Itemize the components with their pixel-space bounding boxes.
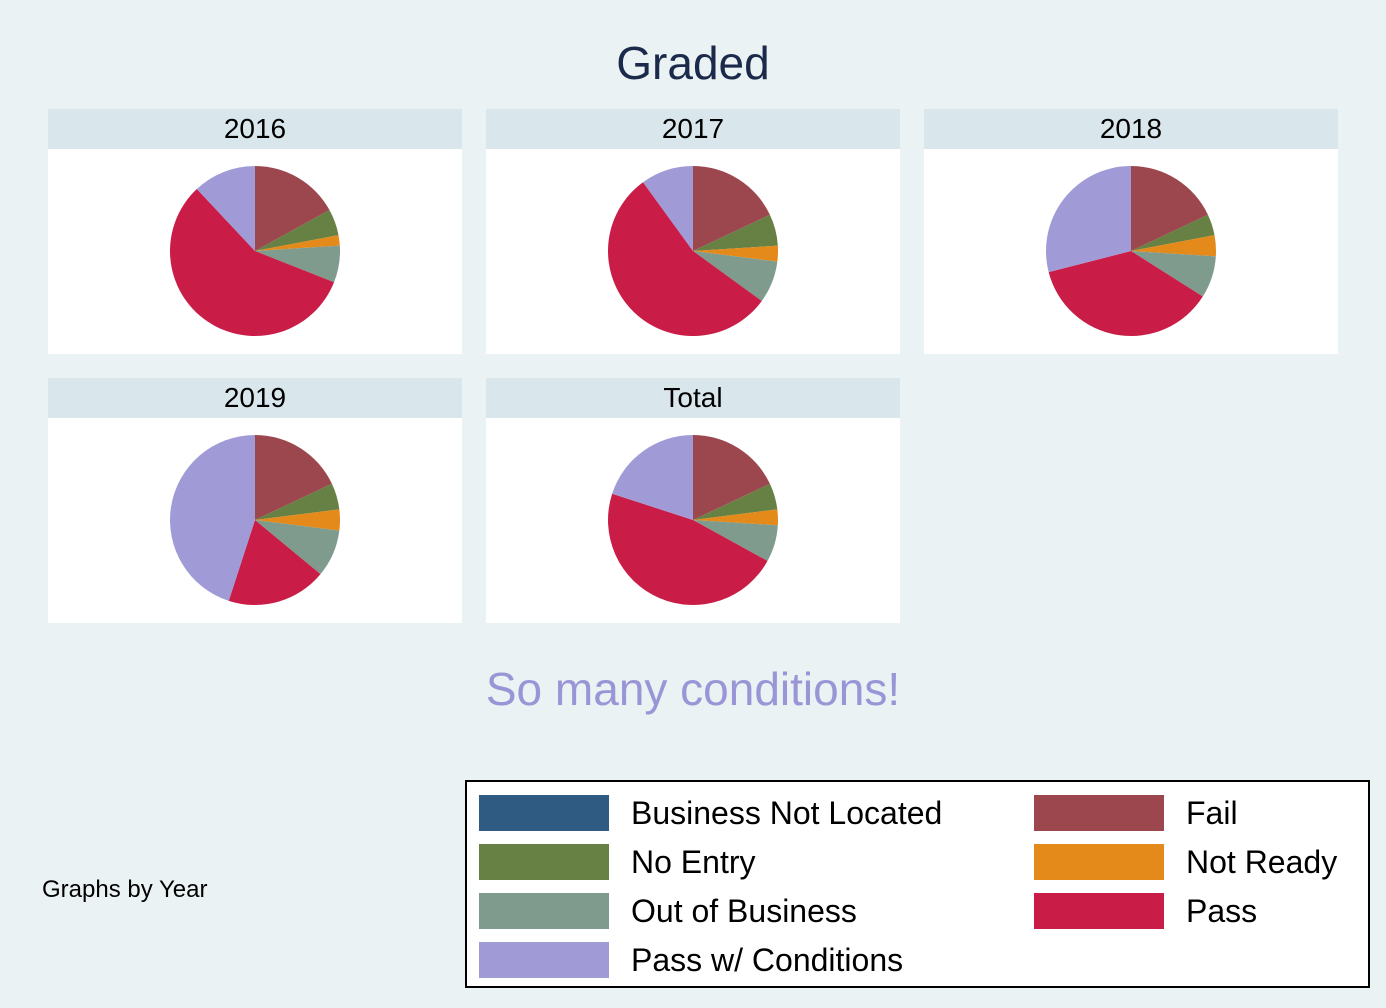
legend-label: Not Ready (1186, 844, 1338, 880)
legend-label: Out of Business (631, 893, 857, 929)
legend-swatch (1034, 795, 1164, 831)
panel-label: 2016 (48, 109, 462, 149)
panel-label: Total (486, 378, 900, 418)
pie-slice-out-of-business (693, 251, 778, 301)
pie-slice-no-entry (693, 483, 778, 520)
pie-slice-no-entry (255, 483, 340, 520)
pie-panel-2019: 2019 (48, 378, 462, 623)
legend-swatch (479, 795, 609, 831)
pie-slice-pass (170, 189, 335, 336)
pie-slice-not-ready (693, 245, 778, 262)
pie-slice-pass-w-conditions (612, 435, 693, 520)
panel-label: 2018 (924, 109, 1338, 149)
pie-slice-pass-w-conditions (170, 435, 255, 601)
pie-slice-out-of-business (255, 520, 340, 575)
pie-slice-pass (228, 520, 321, 605)
pie-slice-fail (693, 435, 770, 520)
pie-slice-not-ready (1131, 235, 1216, 257)
legend-swatch (479, 942, 609, 978)
pie-slice-not-ready (693, 509, 778, 526)
legend-swatch (479, 893, 609, 929)
pie-slice-no-entry (255, 210, 339, 251)
legend: Business Not Located Fail No Entry Not Read… (465, 780, 1370, 988)
pie-slice-pass (608, 493, 768, 605)
pie-chart (608, 435, 778, 605)
pie-slice-pass-w-conditions (643, 166, 693, 251)
pie-slice-pass (1048, 251, 1203, 337)
panel-label: 2017 (486, 109, 900, 149)
pie-chart (170, 435, 340, 605)
pie-chart (608, 166, 778, 336)
pie-slice-not-ready (255, 509, 340, 531)
pie-panel-2017: 2017 (486, 109, 900, 354)
chart-title: Graded (616, 37, 770, 89)
legend-label: No Entry (631, 844, 756, 880)
pie-slice-fail (255, 166, 330, 251)
legend-swatch (1034, 893, 1164, 929)
legend-swatch (479, 844, 609, 880)
pie-panel-total: Total (486, 378, 900, 623)
pie-slice-out-of-business (693, 520, 778, 561)
pie-slice-not-ready (255, 235, 340, 251)
by-note: Graphs by Year (42, 876, 208, 903)
pie-chart (170, 166, 340, 336)
pie-slice-out-of-business (1131, 251, 1216, 297)
legend-label: Business Not Located (631, 795, 943, 831)
legend-label: Pass (1186, 893, 1258, 929)
pie-slice-out-of-business (255, 245, 340, 283)
pie-slice-fail (255, 435, 332, 520)
panel-label: 2019 (48, 378, 462, 418)
pie-chart (1046, 166, 1216, 337)
pie-slice-pass-w-conditions (1046, 166, 1131, 273)
pie-slice-fail (1131, 166, 1208, 251)
pie-panel-2016: 2016 (48, 109, 462, 354)
legend-label: Fail (1186, 795, 1238, 831)
legend-label: Pass w/ Conditions (631, 942, 904, 978)
pie-slice-pass (608, 182, 762, 336)
pie-slice-pass-w-conditions (196, 166, 255, 251)
pie-slice-no-entry (1131, 214, 1215, 251)
pie-panel-2018: 2018 (924, 109, 1338, 354)
pie-slice-fail (693, 166, 770, 251)
pie-slice-no-entry (693, 214, 778, 251)
legend-swatch (1034, 844, 1164, 880)
chart-subtitle: So many conditions! (485, 663, 901, 715)
